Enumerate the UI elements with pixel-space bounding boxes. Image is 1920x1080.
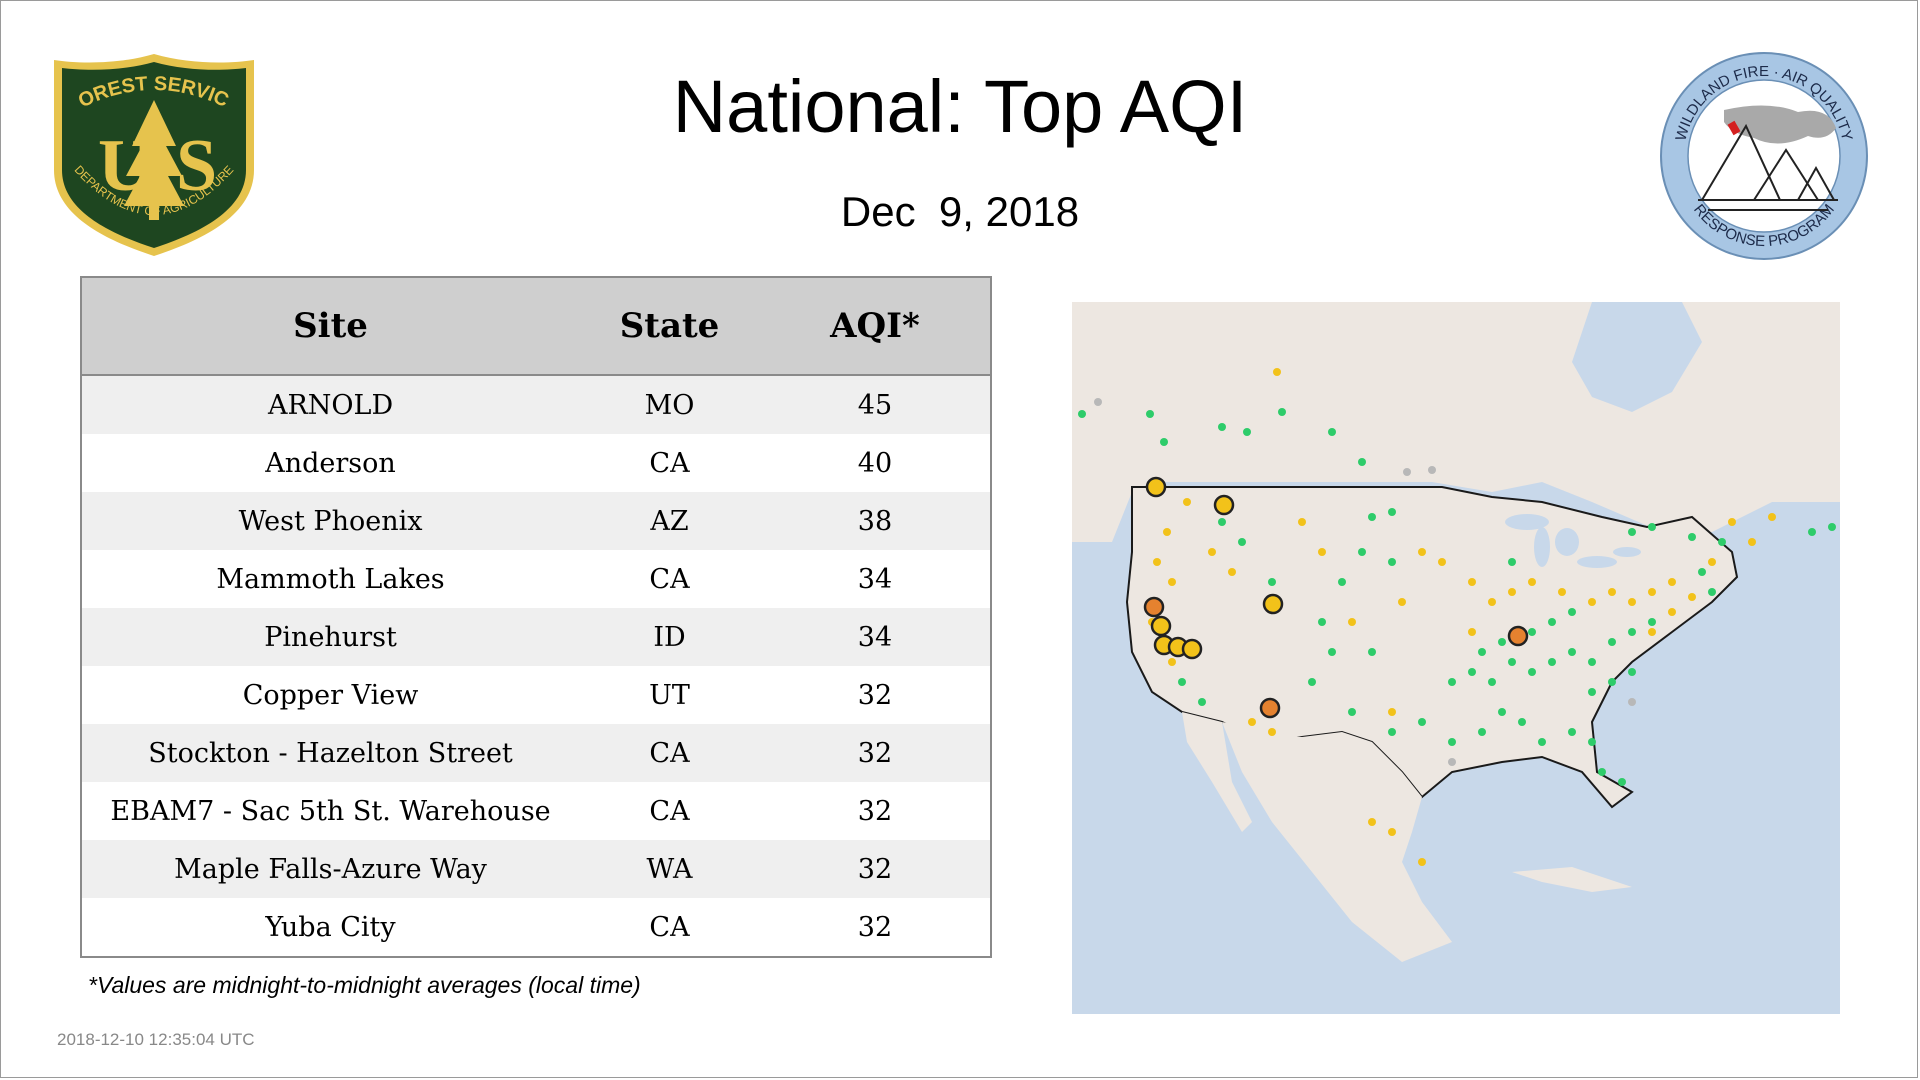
table-row: Maple Falls-Azure Way WA 32 [81,840,991,898]
cell-state: ID [579,608,760,666]
generated-timestamp: 2018-12-10 12:35:04 UTC [57,1030,255,1049]
page-title: National: Top AQI [672,65,1248,148]
cell-site: Copper View [81,666,580,724]
wildland-fire-logo: WILDLAND FIRE · AIR QUALITY RESPONSE PRO… [1660,52,1868,260]
cell-aqi: 32 [759,782,991,840]
cell-aqi: 32 [759,666,991,724]
cell-aqi: 32 [759,898,991,957]
cell-state: CA [579,724,760,782]
table-row: West Phoenix AZ 38 [81,492,991,550]
cell-aqi: 38 [759,492,991,550]
top-aqi-sites [1143,476,1529,719]
table-row: Anderson CA 40 [81,434,991,492]
table-row: Pinehurst ID 34 [81,608,991,666]
moderate-aqi-monitors [1148,368,1776,866]
cell-state: CA [579,550,760,608]
cell-site: EBAM7 - Sac 5th St. Warehouse [81,782,580,840]
cell-site: Anderson [81,434,580,492]
cell-state: CA [579,434,760,492]
cell-site: Maple Falls-Azure Way [81,840,580,898]
table-row: ARNOLD MO 45 [81,375,991,434]
cell-state: WA [579,840,760,898]
cell-state: AZ [579,492,760,550]
table-row: Yuba City CA 32 [81,898,991,957]
cell-site: Pinehurst [81,608,580,666]
table-row: EBAM7 - Sac 5th St. Warehouse CA 32 [81,782,991,840]
cell-aqi: 40 [759,434,991,492]
cell-aqi: 32 [759,840,991,898]
footnote: *Values are midnight-to-midnight average… [88,972,641,998]
aqi-monitor-map [1072,302,1840,1014]
cell-site: Mammoth Lakes [81,550,580,608]
cell-aqi: 45 [759,375,991,434]
cell-site: Stockton - Hazelton Street [81,724,580,782]
table-row: Stockton - Hazelton Street CA 32 [81,724,991,782]
usfs-logo: FOREST SERVICE U S DEPARTMENT OF AGRICUL… [50,50,254,256]
top-aqi-table: Site State AQI* ARNOLD MO 45 Anderson CA… [80,276,992,958]
cell-state: CA [579,898,760,957]
cell-aqi: 34 [759,608,991,666]
usfs-letter-s: S [176,125,217,207]
mountains-icon [1698,123,1838,211]
cell-site: ARNOLD [81,375,580,434]
header-aqi: AQI* [759,277,991,376]
pine-tree-icon [124,100,184,220]
cell-aqi: 32 [759,724,991,782]
cell-state: MO [579,375,760,434]
table-row: Mammoth Lakes CA 34 [81,550,991,608]
cell-site: West Phoenix [81,492,580,550]
table-row: Copper View UT 32 [81,666,991,724]
cell-aqi: 34 [759,550,991,608]
header-state: State [579,277,760,376]
report-date: Dec 9, 2018 [840,188,1080,235]
table-header-row: Site State AQI* [81,277,991,376]
header-site: Site [81,277,580,376]
cell-state: CA [579,782,760,840]
cell-site: Yuba City [81,898,580,957]
nodata-monitors [1094,398,1636,766]
cell-state: UT [579,666,760,724]
